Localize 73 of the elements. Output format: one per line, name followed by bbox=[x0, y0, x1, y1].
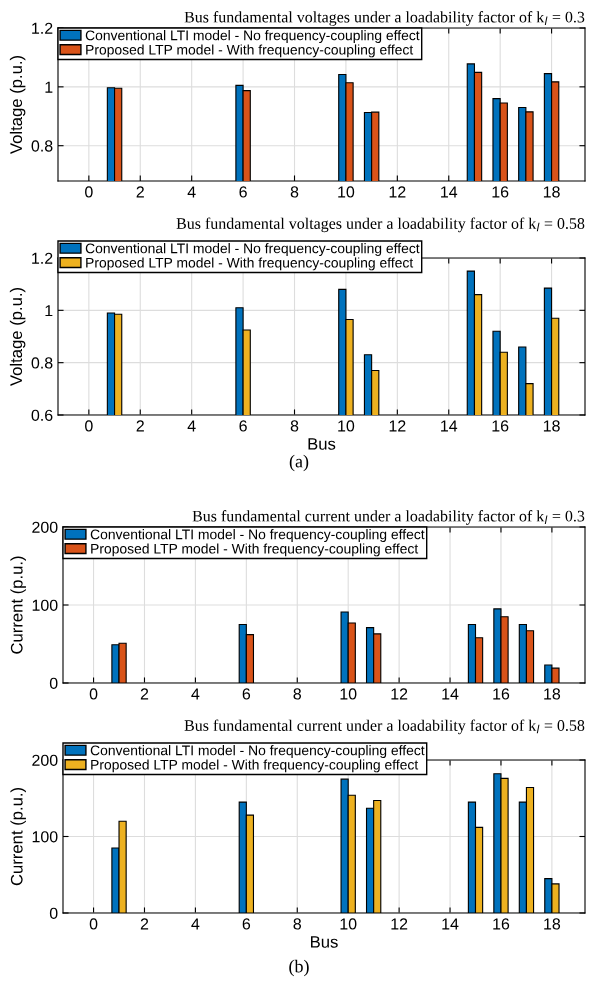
x-tick-label: 10 bbox=[340, 918, 357, 930]
x-tick-label: 8 bbox=[290, 420, 299, 432]
x-tick-label: 16 bbox=[493, 918, 510, 930]
y-axis-title: Current (p.u.) bbox=[10, 787, 26, 886]
legend-label: Conventional LTI model - No frequency-coupling effect bbox=[85, 243, 420, 257]
legend-label: Proposed LTP model - With frequency-coupling effect bbox=[91, 759, 419, 773]
x-tick-label: 18 bbox=[543, 420, 560, 432]
y-tick-label: 100 bbox=[32, 831, 58, 843]
x-tick-label: 6 bbox=[239, 420, 247, 432]
y-tick-label: 1 bbox=[45, 305, 53, 317]
x-tick-label: 4 bbox=[191, 918, 200, 930]
chart-title: Bus fundamental voltages under a loadability factor of k$_{l}$ = 0.58 bbox=[176, 217, 585, 233]
x-tick-label: 16 bbox=[492, 186, 509, 198]
x-tick-label: 2 bbox=[140, 688, 149, 700]
legend-label: Conventional LTI model - No frequency-coupling effect bbox=[90, 745, 425, 759]
y-tick-label: 1 bbox=[45, 81, 53, 93]
legend-label: Proposed LTP model - With frequency-coupling effect bbox=[86, 44, 414, 58]
x-tick-label: 18 bbox=[544, 688, 561, 700]
x-tick-label: 0 bbox=[89, 688, 98, 700]
x-tick-label: 0 bbox=[89, 918, 98, 930]
y-tick-label: 0 bbox=[49, 677, 58, 689]
x-tick-label: 10 bbox=[338, 186, 355, 198]
x-tick-label: 6 bbox=[239, 186, 247, 198]
chart-title: Bus fundamental voltages under a loadability factor of k$_{l}$ = 0.3 bbox=[184, 11, 585, 26]
x-tick-label: 12 bbox=[391, 688, 408, 700]
x-tick-label: 14 bbox=[442, 688, 459, 700]
y-tick-label: 0.6 bbox=[31, 409, 53, 421]
text: (a) bbox=[289, 454, 309, 472]
x-tick-label: 4 bbox=[187, 420, 196, 432]
legend-label: Proposed LTP model - With frequency-coupling effect bbox=[91, 543, 419, 557]
x-tick-label: 14 bbox=[441, 186, 458, 198]
legend-label: Proposed LTP model - With frequency-coupling effect bbox=[86, 257, 414, 271]
x-tick-label: 4 bbox=[191, 688, 200, 700]
y-tick-label: 100 bbox=[32, 599, 58, 611]
y-tick-label: 1.2 bbox=[32, 22, 53, 34]
x-tick-label: 16 bbox=[493, 688, 510, 700]
y-axis-title: Voltage (p.u.) bbox=[9, 287, 26, 386]
x-tick-label: 2 bbox=[140, 918, 149, 930]
x-tick-label: 14 bbox=[442, 918, 459, 930]
x-tick-label: 10 bbox=[338, 420, 355, 432]
chart-title: Bus fundamental current under a loadability factor of k$_{l}$ = 0.3 bbox=[192, 510, 585, 525]
y-tick-label: 0.8 bbox=[31, 140, 53, 152]
text: (b) bbox=[289, 959, 309, 977]
x-tick-label: 18 bbox=[544, 918, 561, 930]
x-axis-title: Bus bbox=[308, 438, 336, 450]
x-tick-label: 12 bbox=[389, 420, 406, 432]
y-axis-title: Current (p.u.) bbox=[10, 556, 26, 654]
x-tick-label: 0 bbox=[85, 186, 93, 198]
chart-title: Bus fundamental current under a loadability factor of k$_{l}$ = 0.58 bbox=[184, 719, 585, 735]
x-tick-label: 6 bbox=[242, 918, 251, 930]
x-tick-label: 14 bbox=[441, 420, 458, 432]
x-tick-label: 4 bbox=[187, 186, 196, 198]
y-tick-label: 200 bbox=[32, 754, 58, 766]
x-axis-title: Bus bbox=[311, 936, 338, 948]
x-tick-label: 12 bbox=[391, 918, 408, 930]
x-tick-label: 18 bbox=[543, 186, 560, 198]
x-tick-label: 12 bbox=[389, 186, 406, 198]
legend-label: Conventional LTI model - No frequency-coupling effect bbox=[90, 529, 425, 543]
x-tick-label: 10 bbox=[340, 688, 357, 700]
x-tick-label: 2 bbox=[136, 420, 144, 432]
x-tick-label: 2 bbox=[136, 186, 144, 198]
y-tick-label: 200 bbox=[32, 521, 58, 533]
legend-label: Conventional LTI model - No frequency-coupling effect bbox=[85, 30, 420, 44]
x-tick-label: 0 bbox=[85, 420, 93, 432]
y-axis-title: Voltage (p.u.) bbox=[9, 55, 26, 154]
x-tick-label: 8 bbox=[293, 918, 302, 930]
y-tick-label: 1.2 bbox=[32, 252, 53, 264]
x-tick-label: 16 bbox=[492, 420, 509, 432]
y-tick-label: 0 bbox=[49, 907, 58, 919]
x-tick-label: 8 bbox=[293, 688, 302, 700]
y-tick-label: 0.8 bbox=[31, 357, 53, 369]
x-tick-label: 8 bbox=[290, 186, 299, 198]
x-tick-label: 6 bbox=[242, 688, 251, 700]
